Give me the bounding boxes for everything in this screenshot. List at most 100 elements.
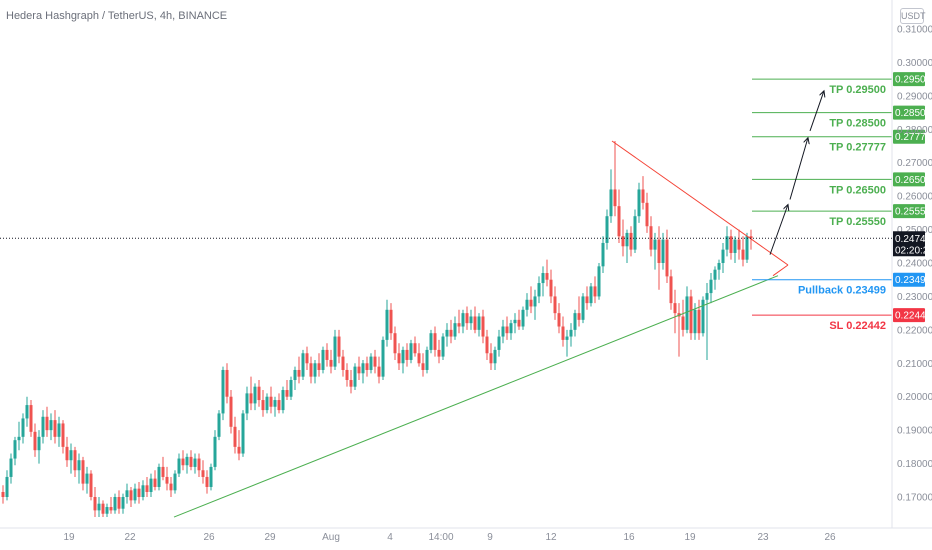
- candle-body: [101, 503, 105, 514]
- candle-body: [577, 313, 581, 320]
- candle: [161, 456, 165, 481]
- candle-body: [181, 458, 185, 466]
- candle-body: [569, 329, 573, 337]
- candle-body: [701, 299, 705, 334]
- candle-body: [209, 466, 213, 487]
- candle: [177, 453, 181, 477]
- candle: [365, 356, 369, 377]
- candle-body: [421, 363, 425, 370]
- candle: [157, 463, 161, 491]
- candle-body: [361, 363, 365, 374]
- candle-body: [105, 507, 109, 514]
- candle: [361, 359, 365, 384]
- candle: [697, 299, 701, 340]
- level-label: TP 0.27777: [829, 142, 886, 154]
- candle-body: [61, 423, 65, 447]
- candle: [441, 333, 445, 360]
- candle: [425, 346, 429, 374]
- candle-body: [313, 363, 317, 377]
- time-tick-label: 29: [264, 532, 276, 543]
- candle-body: [317, 363, 321, 370]
- candle-body: [605, 216, 609, 243]
- candle-body: [749, 236, 753, 239]
- level-label: TP 0.28500: [829, 118, 886, 130]
- candle: [401, 346, 405, 374]
- price-tick-label: 0.25000: [897, 225, 932, 236]
- candle: [533, 289, 537, 320]
- time-tick-label: 19: [684, 532, 696, 543]
- candle-body: [221, 369, 225, 414]
- candle-body: [457, 323, 461, 327]
- arrows-layer: [769, 91, 824, 255]
- candle: [597, 263, 601, 300]
- candle: [625, 229, 629, 263]
- candle: [313, 359, 317, 384]
- candle: [521, 306, 525, 330]
- candle: [341, 349, 345, 377]
- candle-body: [245, 393, 249, 414]
- candle-body: [305, 353, 309, 364]
- candle-body: [197, 458, 201, 471]
- candle: [97, 497, 101, 518]
- candle: [617, 189, 621, 243]
- candle-body: [657, 239, 661, 263]
- candle-body: [261, 400, 265, 411]
- candle-body: [629, 232, 633, 250]
- candle-body: [401, 349, 405, 364]
- price-tick-label: 0.21000: [897, 359, 932, 370]
- candle: [69, 443, 73, 474]
- candle-body: [437, 349, 441, 357]
- candle-body: [733, 239, 737, 253]
- candle: [193, 453, 197, 474]
- price-tick-label: 0.28000: [897, 125, 932, 136]
- candle-body: [509, 323, 513, 334]
- candle: [477, 313, 481, 337]
- candle-body: [233, 426, 237, 447]
- candle-body: [5, 476, 9, 497]
- candle-body: [673, 303, 677, 314]
- time-tick-label: 9: [487, 532, 493, 543]
- candle: [665, 229, 669, 284]
- candle: [333, 329, 337, 370]
- price-tick-label: 0.22000: [897, 325, 932, 336]
- candle: [565, 329, 569, 357]
- candle: [557, 303, 561, 334]
- currency-badge[interactable]: USDT: [900, 8, 926, 24]
- time-tick-label: 23: [757, 532, 769, 543]
- candle: [437, 339, 441, 364]
- candle: [681, 299, 685, 337]
- candle-body: [725, 236, 729, 250]
- candle-body: [89, 473, 93, 497]
- candle: [541, 266, 545, 297]
- level-price-tag: [893, 204, 925, 219]
- candle-body: [29, 405, 33, 432]
- candle: [201, 460, 205, 484]
- candle-body: [213, 436, 217, 467]
- candle: [253, 383, 257, 411]
- candle-body: [745, 236, 749, 260]
- candle-body: [485, 336, 489, 354]
- candle-body: [601, 242, 605, 267]
- price-tick-label: 0.19000: [897, 426, 932, 437]
- resistance-trendline: [611, 140, 789, 266]
- candle-body: [13, 440, 17, 459]
- candle-body: [585, 296, 589, 304]
- candle: [189, 450, 193, 471]
- candle-body: [441, 336, 445, 357]
- candle: [413, 336, 417, 357]
- candle-body: [257, 386, 261, 401]
- candle: [729, 229, 733, 260]
- candle: [549, 269, 553, 304]
- candle: [229, 390, 233, 434]
- price-tick-label: 0.27000: [897, 158, 932, 169]
- candle: [317, 353, 321, 377]
- candle: [233, 416, 237, 454]
- candle-body: [453, 323, 457, 337]
- level-label: TP 0.25550: [829, 216, 886, 228]
- candle: [377, 356, 381, 384]
- candle: [405, 343, 409, 367]
- candle-body: [489, 353, 493, 364]
- candle: [165, 466, 169, 491]
